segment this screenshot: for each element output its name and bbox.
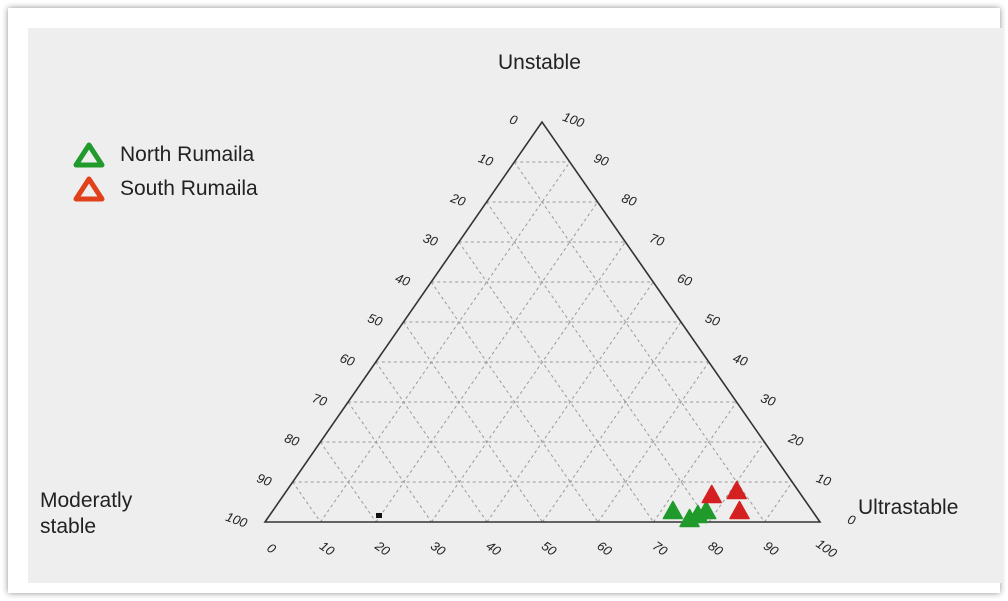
right-tick-label: 0 xyxy=(846,511,859,528)
bottom-tick-label: 0 xyxy=(264,540,279,557)
left-tick-label: 30 xyxy=(421,230,440,249)
right-tick-label: 90 xyxy=(592,150,611,169)
bottom-tick-label: 60 xyxy=(594,538,615,559)
grid-line xyxy=(319,441,377,523)
left-tick-label: 20 xyxy=(448,190,468,210)
grid-line xyxy=(513,161,765,523)
south-rumaila-point xyxy=(701,484,722,504)
right-tick-label: 60 xyxy=(675,270,694,289)
right-tick-label: 80 xyxy=(620,190,639,209)
left-tick-label: 60 xyxy=(338,350,357,369)
grid-line xyxy=(542,321,682,523)
legend-label-north: North Rumaila xyxy=(120,143,255,166)
triangle-outline xyxy=(263,120,822,523)
grid-line xyxy=(764,481,793,523)
left-tick-label: 100 xyxy=(224,509,250,531)
bottom-tick-label: 50 xyxy=(539,538,560,559)
right-tick-label: 50 xyxy=(703,310,722,329)
bottom-tick-label: 30 xyxy=(428,538,449,559)
right-tick-label: 10 xyxy=(814,470,833,489)
apex-label-top: Unstable xyxy=(498,51,581,74)
grid-line xyxy=(347,401,432,523)
legend: North Rumaila South Rumaila xyxy=(72,138,258,206)
north-rumaila-point xyxy=(662,500,684,520)
legend-item-north: North Rumaila xyxy=(72,138,258,172)
left-tick-label: 70 xyxy=(310,390,329,409)
grid-line xyxy=(320,161,571,523)
left-tick-label: 50 xyxy=(366,310,385,329)
left-tick-label: 40 xyxy=(393,270,412,289)
north-rumaila-point xyxy=(695,500,717,520)
grid-line xyxy=(597,361,710,523)
left-tick-label: 90 xyxy=(255,470,274,489)
bottom-tick-label: 10 xyxy=(317,538,338,559)
grid-line xyxy=(375,361,488,523)
south-triangle-icon xyxy=(73,176,105,202)
right-tick-label: 20 xyxy=(786,430,806,450)
grid-line xyxy=(403,321,543,523)
bottom-tick-label: 90 xyxy=(761,538,782,559)
south-rumaila-point xyxy=(726,480,747,500)
right-tick-label: 100 xyxy=(561,109,587,131)
bottom-tick-label: 70 xyxy=(650,538,671,559)
south-rumaila-point xyxy=(729,500,750,520)
north-triangle-icon xyxy=(73,142,105,168)
bottom-tick-label: 100 xyxy=(813,536,840,561)
grid-line xyxy=(431,241,626,523)
grid-line xyxy=(458,241,654,523)
stray-mark xyxy=(376,513,382,518)
right-tick-label: 30 xyxy=(759,390,778,409)
left-tick-label: 10 xyxy=(476,150,495,169)
left-tick-label: 0 xyxy=(508,111,521,128)
apex-label-left: Moderatly stable xyxy=(40,489,133,538)
grid-line xyxy=(653,401,738,523)
apex-label-right: Ultrastable xyxy=(858,496,959,519)
legend-item-south: South Rumaila xyxy=(72,172,258,206)
bottom-tick-label: 80 xyxy=(705,538,726,559)
bottom-tick-label: 40 xyxy=(483,538,504,559)
right-tick-label: 40 xyxy=(731,350,750,369)
grid-line xyxy=(292,481,321,523)
legend-label-south: South Rumaila xyxy=(120,177,258,200)
right-tick-label: 70 xyxy=(648,230,667,249)
left-tick-label: 80 xyxy=(283,430,302,449)
chart-background xyxy=(28,28,1004,583)
bottom-tick-label: 20 xyxy=(372,537,394,559)
